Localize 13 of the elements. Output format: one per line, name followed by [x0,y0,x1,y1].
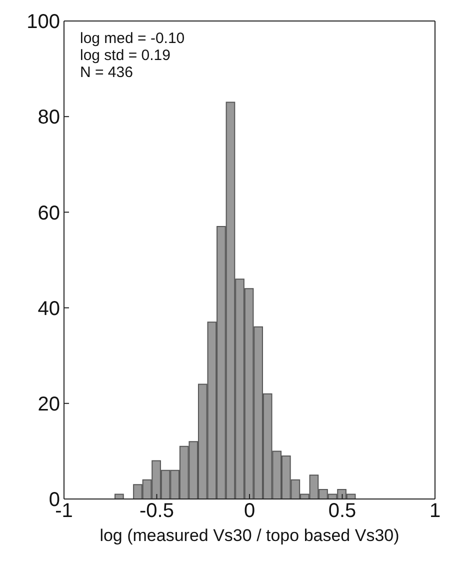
annotation: log med = -0.10 [80,30,185,47]
y-tick-label: 80 [38,106,60,129]
x-axis-title: log (measured Vs30 / topo based Vs30) [100,526,400,546]
x-tick-label: 1 [429,500,441,522]
x-tick-label: 0.5 [328,500,356,522]
annotation: log std = 0.19 [80,47,172,64]
y-tick-label: 60 [38,202,60,224]
y-tick-label: 100 [26,11,60,34]
x-tick-label: 0 [244,500,256,522]
y-tick-label: 40 [38,298,60,320]
y-tick-label: 20 [38,394,60,416]
annotation: N = 436 [80,64,134,81]
x-tick-label: -0.5 [140,500,174,522]
